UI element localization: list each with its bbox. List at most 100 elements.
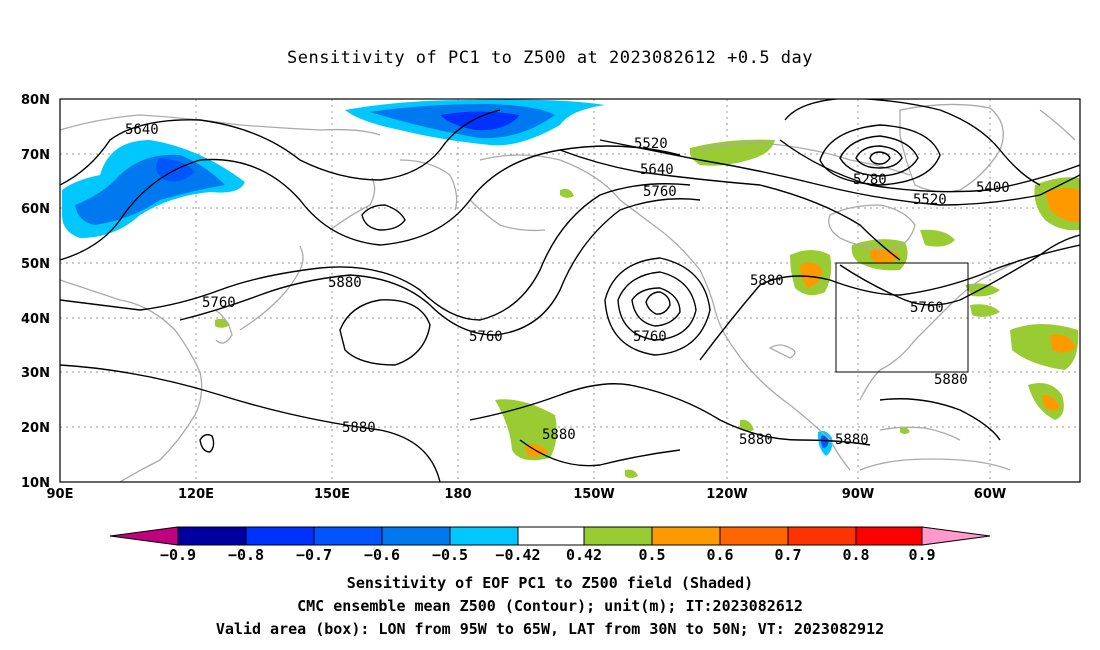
contour-5280-core — [869, 151, 891, 165]
colorbar-cell — [651, 526, 721, 546]
contour-5400-na — [779, 139, 1080, 193]
shade-pos-3c — [920, 229, 955, 247]
shade-pos-4b — [1045, 187, 1080, 222]
colorbar-label: 0.9 — [908, 546, 935, 564]
latitude-labels: 80N 70N 60N 50N 40N 30N 20N 10N — [21, 93, 50, 491]
contour-atl-east — [879, 398, 1001, 441]
contour-5760-mid — [179, 198, 701, 336]
colorbar-label: 0.7 — [774, 546, 801, 564]
contour-5760-low-ring2 — [617, 271, 697, 341]
lat-label: 30N — [21, 366, 50, 381]
colorbar-cell — [449, 526, 519, 546]
colorbar-label: −0.5 — [432, 546, 468, 564]
contour-label: 5760 — [469, 329, 503, 345]
contour-5880-na — [699, 244, 1080, 361]
coast-na-west — [699, 269, 851, 471]
shade-central-america-core — [820, 435, 829, 448]
colorbar-cell — [517, 526, 585, 546]
colorbar-label: −0.7 — [296, 546, 332, 564]
colorbar-cell — [245, 526, 315, 546]
contour-label: 5520 — [913, 192, 947, 208]
colorbar-label: −0.8 — [228, 546, 264, 564]
colorbar-cell — [583, 526, 653, 546]
lat-label: 50N — [21, 257, 50, 272]
coast-japan — [239, 245, 304, 331]
longitude-labels: 90E 120E 150E 180 150W 120W 90W 60W — [47, 487, 1007, 502]
coast-alaska — [479, 154, 701, 271]
contour-label: 5880 — [542, 427, 576, 443]
shade-pos-1 — [689, 139, 775, 166]
caption-contour: CMC ensemble mean Z500 (Contour); unit(m… — [297, 597, 803, 615]
colorbar-upper-extend — [921, 526, 991, 546]
contour-labels: 5640 5520 5640 5760 5280 5400 5520 5760 … — [125, 122, 1010, 448]
contour-5760-low-ring3 — [604, 257, 711, 356]
contour-5760-low-ring1 — [631, 287, 681, 327]
contour-5280-ring1 — [819, 124, 941, 186]
coast-europe — [1039, 109, 1076, 141]
contour-5880-south — [60, 364, 441, 482]
colorbar-cell — [855, 526, 923, 546]
contour-5640-na — [559, 149, 901, 261]
contour-5760-na — [839, 234, 1080, 306]
shade-pos-5b — [1050, 334, 1076, 353]
map-frame — [59, 98, 1081, 483]
coast-south-america — [859, 458, 1011, 471]
contour-label: 5400 — [976, 180, 1010, 196]
shade-pos-9 — [740, 419, 754, 432]
coast-hudson — [828, 204, 916, 251]
contour-5280-ring2 — [839, 135, 919, 177]
colorbar-cell — [719, 526, 789, 546]
shade-pos-6b — [1042, 394, 1060, 411]
shade-pos-2b — [800, 262, 822, 288]
z500-contours — [60, 99, 1080, 482]
contour-5880-east-pac — [519, 439, 681, 467]
contour-label: 5760 — [202, 295, 236, 311]
lat-label: 40N — [21, 312, 50, 327]
lon-label: 60W — [974, 487, 1006, 502]
colorbar-cell — [787, 526, 857, 546]
colorbar-label: 0.6 — [706, 546, 733, 564]
coastlines — [60, 103, 1076, 482]
shade-pos-11 — [970, 304, 1000, 317]
coast-canada-arctic — [699, 142, 911, 176]
contour-small-1 — [199, 433, 215, 453]
colorbar-label: −0.6 — [364, 546, 400, 564]
contour-5280-ring3 — [855, 145, 903, 169]
lon-label: 150E — [314, 487, 350, 502]
contour-label: 5760 — [910, 300, 944, 316]
contour-low-kamchatka — [361, 204, 406, 231]
colorbar-label: −0.9 — [160, 546, 196, 564]
coast-caribbean — [879, 426, 961, 441]
shade-pos-3b — [869, 248, 900, 264]
coast-greenland — [899, 103, 1004, 193]
coast-asia-east — [60, 279, 203, 482]
contour-arctic-swirl — [784, 99, 1041, 186]
colorbar-label: 0.42 — [566, 546, 602, 564]
coast-gulf — [768, 344, 796, 359]
lon-label: 180 — [444, 487, 471, 502]
lat-label: 10N — [21, 476, 50, 491]
coast-korea — [214, 309, 233, 344]
contour-5520-na — [599, 139, 1080, 206]
contour-5760-low-core — [645, 291, 671, 315]
lon-label: 150W — [573, 487, 614, 502]
lon-label: 90E — [47, 487, 74, 502]
shade-pos-7 — [495, 399, 557, 461]
caption-shaded: Sensitivity of EOF PC1 to Z500 field (Sh… — [346, 574, 754, 592]
contour-label: 5640 — [640, 162, 674, 178]
shade-arctic-deep — [440, 111, 520, 131]
lon-label: 90W — [842, 487, 874, 502]
lat-label: 60N — [21, 202, 50, 217]
contour-5880-asia — [60, 183, 691, 321]
shade-pos-8 — [560, 188, 574, 198]
contour-5880-central-pac — [469, 383, 871, 446]
colorbar-cell — [313, 526, 383, 546]
lon-label: 120E — [178, 487, 214, 502]
colorbar-label: 0.5 — [638, 546, 665, 564]
contour-label: 5880 — [328, 275, 362, 291]
coast-alaska-west — [469, 199, 546, 232]
colorbar-cell — [381, 526, 451, 546]
map-title: Sensitivity of PC1 to Z500 at 2023082612… — [286, 48, 813, 68]
contour-5880-pac-high — [339, 299, 431, 366]
